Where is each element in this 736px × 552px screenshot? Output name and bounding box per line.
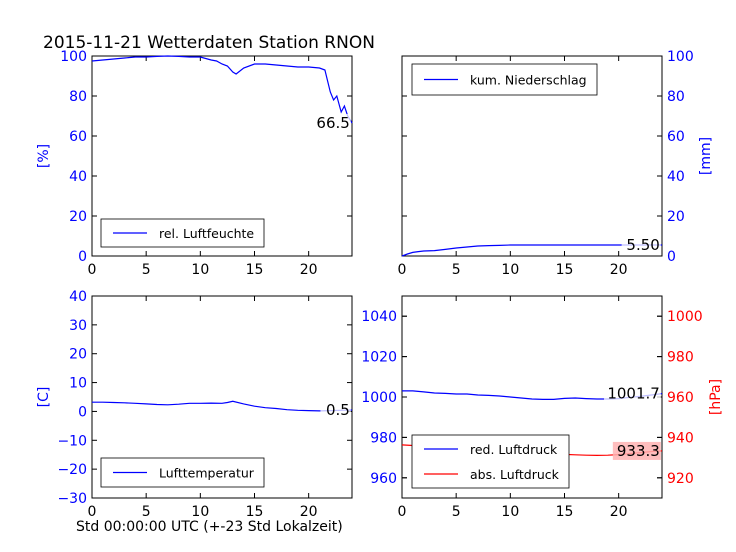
series-line-kum-niederschlag [401,244,662,257]
y-tick-label: 1000 [667,309,703,325]
y-tick-label: 60 [667,129,685,145]
legend-label: Lufttemperatur [159,466,255,481]
y-tick-label: −20 [57,462,87,478]
y-tick-label: 0 [667,249,676,265]
annotation-background [621,236,661,254]
x-tick-label: 5 [452,262,461,278]
y-axis-label-right: [hPa] [708,379,724,415]
y-tick-label: 960 [370,471,397,487]
y-tick-label: 980 [667,350,694,366]
panel-temperature: 0 5 10 15 20 −30 −20 −10 0 10 20 30 40 [C] 0.5 Lufttemp… [36,289,353,520]
y-tick-label: 20 [69,347,87,363]
plot-area-frame [401,55,663,257]
y-axis-label: [C] [36,387,52,408]
x-tick-label: 20 [610,504,628,520]
y-tick-label: 0 [78,404,87,420]
y-tick-label: 960 [667,390,694,406]
panel-pressure: 0 5 10 15 20 960 980 1000 1020 1040 920 940 960 980 10… [361,295,724,520]
y-tick-label: 30 [69,318,87,334]
figure-title: 2015-11-21 Wetterdaten Station RNON [43,33,375,53]
x-tick-label: 15 [246,504,264,520]
x-tick-label: 15 [556,262,574,278]
series-line-lufttemperatur [92,400,353,412]
annotation-background [320,400,351,419]
y-tick-label: 920 [667,471,694,487]
x-tick-label: 10 [501,504,519,520]
x-tick-label: 5 [452,504,461,520]
x-tick-label: 15 [556,504,574,520]
y-tick-label: 980 [370,430,397,446]
y-tick-label: 10 [69,376,87,392]
panel-humidity: 0 5 10 15 20 0 20 40 60 80 100 [%] 66.5 rel. Luftfeuc… [36,49,353,278]
value-annotation: 933.3 [617,442,660,460]
y-tick-label: 80 [667,89,685,105]
legend-box [411,434,570,489]
y-tick-label: 1000 [361,390,397,406]
x-axis-label: Std 00:00:00 UTC (+-23 Std Lokalzeit) [76,519,343,535]
x-tick-label: 10 [191,504,209,520]
legend-label: rel. Luftfeuchte [159,226,254,241]
annotation-background [604,384,661,403]
y-tick-label: 940 [667,430,694,446]
y-tick-label: 1020 [361,350,397,366]
annotation-background [311,114,351,132]
x-tick-label: 10 [501,262,519,278]
panel-precipitation: 0 5 10 15 20 0 20 40 60 80 100 [mm] 5.50 kum. Nieders… [398,49,714,278]
y-tick-label: −10 [57,433,87,449]
y-tick-label: 1040 [361,309,397,325]
x-tick-label: 20 [610,262,628,278]
y-tick-label: −30 [57,491,87,507]
y-tick-label: 20 [667,209,685,225]
value-annotation: 66.5 [316,114,349,132]
value-annotation: 0.5 [326,401,350,419]
y-tick-label: 40 [69,289,87,305]
x-tick-label: 0 [398,262,407,278]
y-tick-label: 100 [667,49,694,65]
x-tick-label: 0 [398,504,407,520]
x-tick-label: 0 [88,504,97,520]
x-tick-label: 0 [88,262,97,278]
x-tick-label: 20 [300,504,318,520]
y-axis-label: [%] [36,144,52,168]
plot-area-frame [91,295,353,499]
x-tick-label: 20 [300,262,318,278]
x-tick-label: 5 [142,504,151,520]
y-tick-label: 40 [69,169,87,185]
x-tick-label: 5 [142,262,151,278]
value-annotation: 1001.7 [607,385,660,403]
plot-area-frame [91,55,353,257]
y-tick-label: 80 [69,89,87,105]
y-tick-label: 20 [69,209,87,225]
legend-label: red. Luftdruck [470,442,558,457]
x-tick-label: 10 [191,262,209,278]
annotation-background [612,441,661,460]
x-tick-label: 15 [246,262,264,278]
legend-label: kum. Niederschlag [470,73,587,88]
legend-label: abs. Luftdruck [470,467,560,482]
y-tick-label: 0 [78,249,87,265]
y-tick-label: 40 [667,169,685,185]
y-tick-label: 60 [69,129,87,145]
y-tick-label: 100 [60,49,87,65]
series-line-rel-luftfeuchte [91,55,353,124]
y-axis-label: [mm] [698,137,714,175]
value-annotation: 5.50 [626,236,659,254]
